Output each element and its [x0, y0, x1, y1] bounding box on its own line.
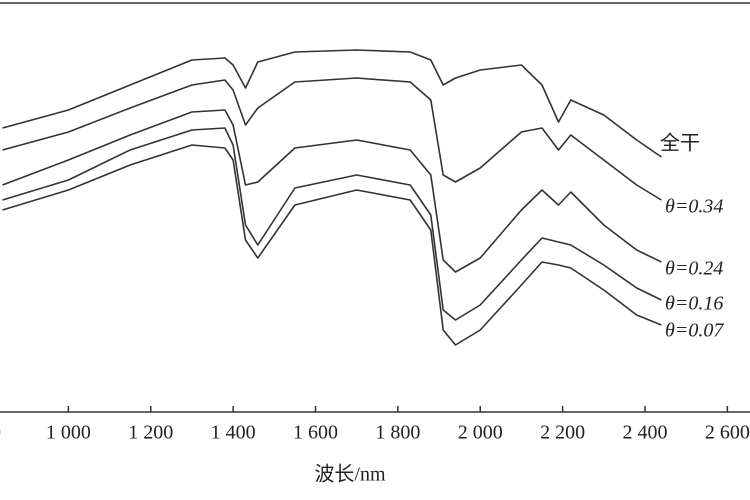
x-tick-label: 2 400	[622, 422, 667, 444]
spectrum-line	[2, 77, 662, 201]
x-tick-label: 2 200	[540, 422, 585, 444]
spectrum-line	[2, 49, 662, 158]
series-label: 全干	[660, 132, 700, 155]
series-label: θ=0.07	[665, 320, 724, 342]
spectrum-line	[2, 127, 662, 321]
x-tick-label: 2 600	[705, 422, 750, 444]
x-tick-label: 1 200	[128, 422, 173, 444]
spectrum-line	[2, 144, 662, 346]
series-label: θ=0.34	[665, 196, 723, 218]
x-axis-title: 波长/nm	[314, 463, 386, 486]
series-label: θ=0.24	[665, 258, 723, 280]
x-tick-label: 2 000	[458, 422, 503, 444]
spectrum-line	[2, 109, 662, 273]
x-tick-label: 1 400	[211, 422, 256, 444]
x-tick-label: 1 000	[46, 422, 91, 444]
x-tick-label: 1 800	[375, 422, 420, 444]
x-tick-label: 800	[0, 422, 1, 444]
x-tick-label: 1 600	[293, 422, 338, 444]
series-label: θ=0.16	[665, 293, 723, 315]
